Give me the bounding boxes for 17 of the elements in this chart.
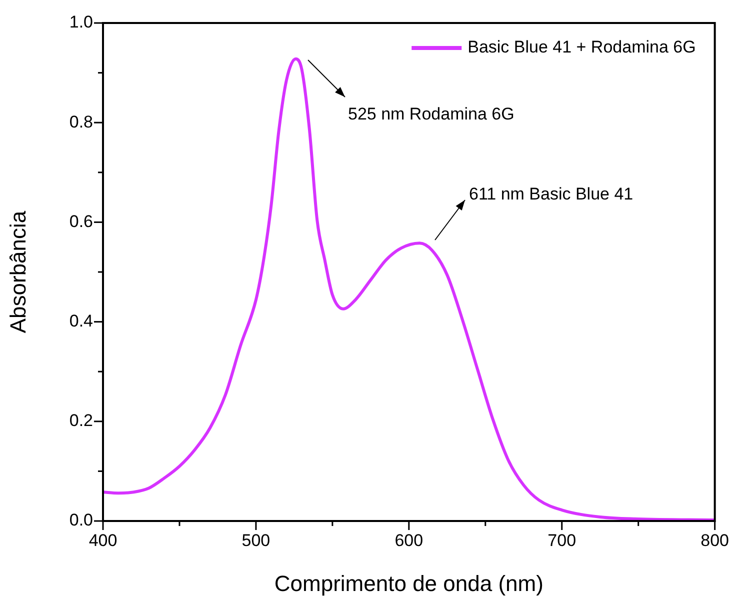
y-tick-label: 0.8 — [69, 112, 93, 132]
x-tick-label: 800 — [700, 530, 730, 550]
y-tick-label: 0.4 — [69, 311, 93, 330]
y-axis-title: Absorbância — [5, 210, 30, 334]
x-tick-label: 600 — [394, 530, 424, 550]
x-tick-label: 700 — [548, 530, 576, 550]
x-axis-title: Comprimento de onda (nm) — [274, 570, 544, 596]
y-tick-label: 0.0 — [69, 510, 93, 530]
annotation: 611 nm Basic Blue 41 — [469, 184, 634, 204]
y-tick-label: 0.6 — [69, 212, 93, 231]
x-tick-label: 500 — [242, 530, 270, 550]
y-tick-label: 1.0 — [69, 12, 93, 32]
annotation: 525 nm Rodamina 6G — [348, 104, 514, 124]
x-tick-label: 400 — [88, 530, 118, 550]
legend-label: Basic Blue 41 + Rodamina 6G — [468, 38, 696, 57]
y-tick-label: 0.2 — [69, 411, 93, 430]
line-series — [103, 57, 715, 521]
